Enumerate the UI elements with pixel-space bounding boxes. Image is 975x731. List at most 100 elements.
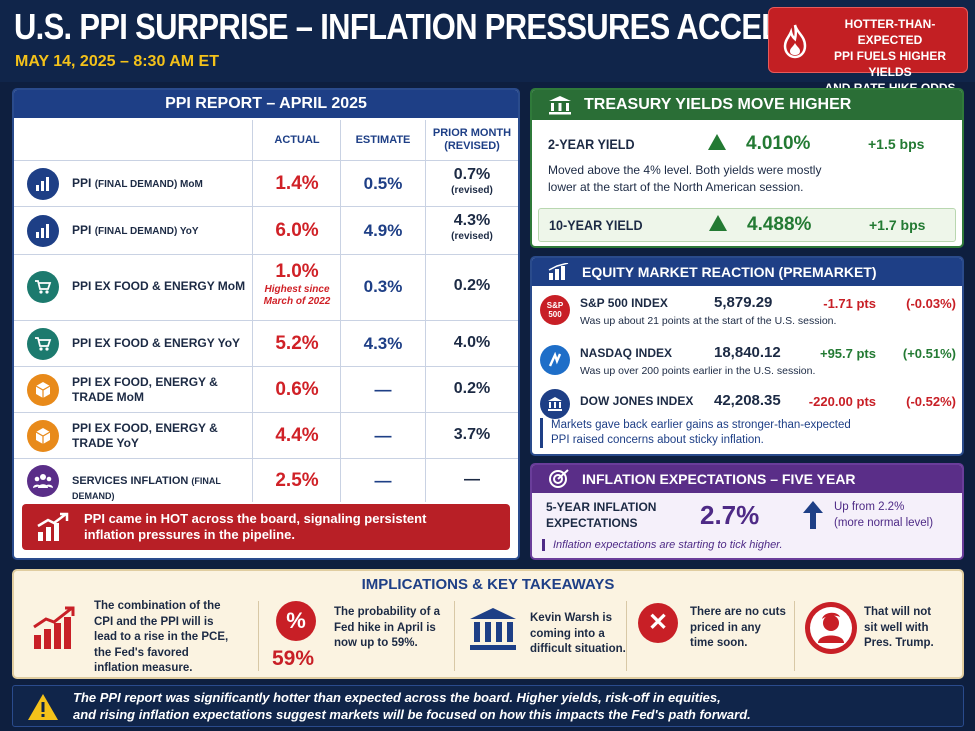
ppi-report-panel: PPI REPORT – APRIL 2025 ACTUAL ESTIMATE … — [12, 88, 520, 560]
inflation-value: 2.7% — [700, 500, 760, 530]
bar-chart-icon — [27, 168, 59, 200]
ppi-row-ex-trade-mom: PPI EX FOOD, ENERGY & TRADE MoM 0.6% — 0… — [14, 366, 518, 412]
divider — [454, 601, 455, 671]
ppi-row-ex-food-energy-mom: PPI EX FOOD & ENERGY MoM 1.0% Highest sin… — [14, 254, 518, 320]
ten-year-yield-row: 10-YEAR YIELD 4.488% +1.7 bps — [538, 208, 956, 242]
prior-value: 3.7% — [453, 426, 491, 443]
estimate-value: 0.3% — [363, 277, 403, 296]
ppi-row-ex-trade-yoy: PPI EX FOOD, ENERGY & TRADE YoY 4.4% — 3… — [14, 412, 518, 458]
ppi-row-label: PPI EX FOOD & ENERGY MoM — [72, 279, 246, 293]
estimate-value: 4.9% — [363, 221, 403, 240]
flame-icon — [783, 24, 807, 59]
two-year-yield-row: 2-YEAR YIELD 4.010% +1.5 bps — [538, 128, 956, 160]
footer-text: The PPI report was significantly hotter … — [73, 690, 751, 722]
index-value: 5,879.29 — [714, 294, 773, 311]
actual-value: 4.4% — [275, 425, 319, 446]
equity-row-nasdaq: NASDAQ INDEX 18,840.12 +95.7 pts (+0.51%… — [538, 342, 958, 388]
prior-value: 0.2% — [453, 277, 491, 294]
up-triangle-icon — [708, 134, 726, 150]
two-year-label: 2-YEAR YIELD — [548, 136, 635, 152]
inflation-change: Up from 2.2% (more normal level) — [834, 501, 934, 529]
estimate-value: 0.5% — [363, 174, 403, 193]
divider — [794, 601, 795, 671]
hot-callout-text: PPI came in HOT across the board, signal… — [84, 511, 427, 542]
inflation-label: 5-YEAR INFLATION EXPECTATIONS — [546, 500, 657, 530]
equity-market-panel: EQUITY MARKET REACTION (PREMARKET) S&P 5… — [530, 256, 964, 456]
actual-value: 6.0% — [275, 220, 319, 241]
ten-year-value: 4.488% — [747, 214, 812, 235]
divider — [626, 601, 627, 671]
hot-badge: HOTTER-THAN-EXPECTED PPI FUELS HIGHER YI… — [768, 7, 968, 95]
two-year-change: +1.5 bps — [868, 136, 925, 152]
equity-row-sp500: S&P 500 S&P 500 INDEX 5,879.29 -1.71 pts… — [538, 292, 958, 338]
implication-item: The combination of the CPI and the PPI w… — [24, 597, 254, 675]
bar-chart-icon — [548, 263, 569, 280]
warning-icon — [28, 694, 58, 720]
actual-value: 5.2% — [275, 333, 319, 354]
rising-chart-icon — [33, 606, 75, 649]
cart-icon — [27, 328, 59, 360]
ppi-row-final-demand-yoy: PPI (FINAL DEMAND) YoY 6.0% 4.9% 4.3% (re… — [14, 206, 518, 254]
inflation-note: Inflation expectations are starting to t… — [542, 539, 783, 551]
ppi-row-label: PPI (FINAL DEMAND) MoM — [72, 176, 203, 190]
implication-text: That will not sit well with Pres. Trump. — [864, 606, 934, 649]
index-points: -220.00 pts — [808, 394, 876, 409]
index-value: 18,840.12 — [714, 344, 781, 361]
implication-item: That will not sit well with Pres. Trump. — [802, 597, 960, 675]
actual-value: 2.5% — [275, 470, 319, 491]
col-estimate: ESTIMATE — [355, 133, 411, 146]
two-year-value: 4.010% — [746, 133, 811, 154]
fed-hike-probability: 59% — [272, 647, 315, 670]
ppi-row-services: SERVICES INFLATION (FINAL DEMAND) 2.5% —… — [14, 458, 518, 502]
index-name: DOW JONES INDEX — [580, 394, 694, 408]
box-icon — [27, 374, 59, 406]
equity-row-dow: DOW JONES INDEX 42,208.35 -220.00 pts (-… — [538, 386, 958, 432]
equity-panel-title: EQUITY MARKET REACTION (PREMARKET) — [532, 258, 962, 286]
index-name: S&P 500 INDEX — [580, 296, 668, 310]
up-triangle-icon — [709, 215, 727, 231]
main-title: U.S. PPI SURPRISE – INFLATION PRESSURES … — [14, 6, 879, 47]
target-icon — [549, 469, 569, 488]
bank-icon — [549, 96, 571, 115]
ten-year-change: +1.7 bps — [869, 217, 926, 233]
yields-panel-title: TREASURY YIELDS MOVE HIGHER — [532, 90, 962, 120]
ppi-panel-title: PPI REPORT – APRIL 2025 — [14, 90, 518, 118]
implication-text: Kevin Warsh is coming into a difficult s… — [530, 612, 626, 655]
prior-value: 4.0% — [453, 334, 491, 351]
prior-value: 0.7% (revised) — [451, 166, 493, 196]
rising-chart-icon — [37, 512, 69, 541]
implications-panel: IMPLICATIONS & KEY TAKEAWAYS The combina… — [12, 569, 964, 679]
ppi-row-label: PPI EX FOOD, ENERGY & TRADE YoY — [72, 421, 218, 450]
implication-item: Kevin Warsh is coming into a difficult s… — [464, 597, 630, 675]
date-line: MAY 14, 2025 – 8:30 AM ET — [15, 53, 219, 70]
implications-title: IMPLICATIONS & KEY TAKEAWAYS — [361, 576, 615, 593]
treasury-yields-panel: TREASURY YIELDS MOVE HIGHER 2-YEAR YIELD… — [530, 88, 964, 248]
implication-text: The combination of the CPI and the PPI w… — [94, 600, 229, 674]
implication-item: % 59% The probability of a Fed hike in A… — [268, 597, 458, 675]
actual-value: 1.4% — [275, 173, 319, 194]
estimate-value: — — [374, 471, 392, 490]
estimate-value: — — [374, 426, 392, 445]
index-percent: (+0.51%) — [902, 346, 956, 361]
prior-value: — — [464, 471, 480, 488]
actual-value: 0.6% — [275, 379, 319, 400]
col-prior: PRIOR MONTH (REVISED) — [432, 127, 512, 152]
ppi-row-label: PPI EX FOOD, ENERGY & TRADE MoM — [72, 375, 218, 404]
index-note: Was up about 21 points at the start of t… — [580, 315, 837, 327]
divider — [258, 601, 259, 671]
index-value: 42,208.35 — [714, 392, 781, 409]
index-points: -1.71 pts — [823, 296, 876, 311]
actual-value: 1.0% Highest since March of 2022 — [263, 261, 331, 307]
prior-value: 0.2% — [453, 380, 491, 397]
people-icon — [27, 465, 59, 497]
yields-note: Moved above the 4% level. Both yields we… — [548, 163, 822, 194]
implication-text: The probability of a Fed hike in April i… — [334, 606, 441, 649]
percent-icon: % — [276, 601, 316, 641]
index-percent: (-0.52%) — [906, 394, 956, 409]
divider — [425, 120, 426, 502]
inflation-panel-title: INFLATION EXPECTATIONS – FIVE YEAR — [532, 465, 962, 493]
nasdaq-icon — [540, 345, 570, 375]
index-note: Was up over 200 points earlier in the U.… — [580, 365, 816, 377]
portrait-icon — [805, 602, 857, 654]
ppi-row-label: PPI EX FOOD & ENERGY YoY — [72, 336, 241, 350]
